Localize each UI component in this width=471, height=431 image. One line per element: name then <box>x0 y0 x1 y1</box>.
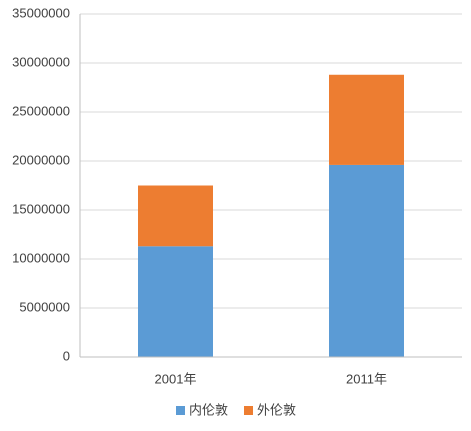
legend-label: 外伦敦 <box>257 402 296 417</box>
bar-segment <box>329 164 404 357</box>
y-tick-label: 10000000 <box>12 250 70 265</box>
y-tick-label: 25000000 <box>12 103 70 118</box>
legend-swatch <box>176 406 185 415</box>
y-tick-label: 35000000 <box>12 5 70 20</box>
x-tick-label: 2011年 <box>346 371 387 386</box>
bar-segment <box>329 74 404 165</box>
y-tick-label: 15000000 <box>12 201 70 216</box>
x-tick-label: 2001年 <box>155 371 197 386</box>
y-tick-label: 20000000 <box>12 152 70 167</box>
legend-swatch <box>244 406 253 415</box>
y-tick-label: 5000000 <box>19 299 70 314</box>
y-tick-label: 0 <box>63 348 70 363</box>
y-tick-label: 30000000 <box>12 54 70 69</box>
legend-label: 内伦敦 <box>189 402 228 417</box>
bar-segment <box>138 246 213 357</box>
bar-segment <box>138 185 213 247</box>
